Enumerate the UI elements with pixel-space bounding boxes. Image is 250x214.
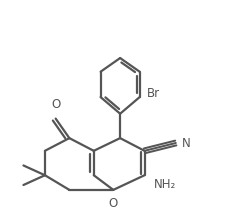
Text: O: O <box>51 98 60 111</box>
Text: N: N <box>181 137 190 150</box>
Text: Br: Br <box>146 87 159 100</box>
Text: O: O <box>108 197 118 210</box>
Text: NH₂: NH₂ <box>154 178 176 192</box>
